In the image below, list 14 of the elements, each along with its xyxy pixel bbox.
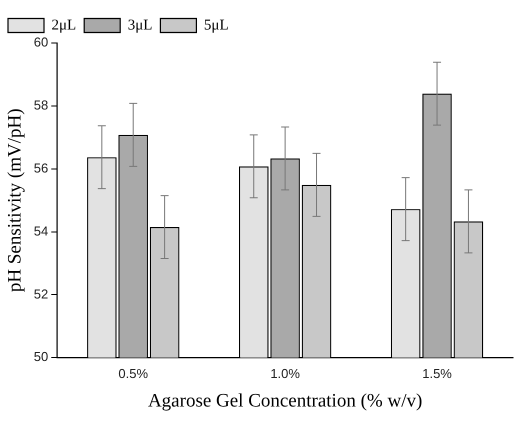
y-axis-title: pH Sensitivity (mV/pH) [4, 108, 26, 292]
x-tick-label: 0.5% [118, 366, 148, 381]
y-tick-label: 56 [34, 160, 48, 176]
legend-label: 3μL [128, 17, 152, 34]
y-tick-label: 58 [34, 98, 48, 112]
x-tick-label: 1.0% [270, 366, 300, 381]
y-tick-label: 52 [34, 286, 48, 302]
x-axis-title: Agarose Gel Concentration (% w/v) [148, 390, 422, 412]
y-tick-label: 50 [34, 349, 48, 364]
legend-label: 5μL [204, 17, 229, 34]
legend-label: 2μL [52, 17, 76, 34]
y-tick-label: 54 [34, 223, 48, 238]
x-tick-label: 1.5% [422, 366, 452, 381]
y-tick-label: 60 [34, 34, 48, 50]
